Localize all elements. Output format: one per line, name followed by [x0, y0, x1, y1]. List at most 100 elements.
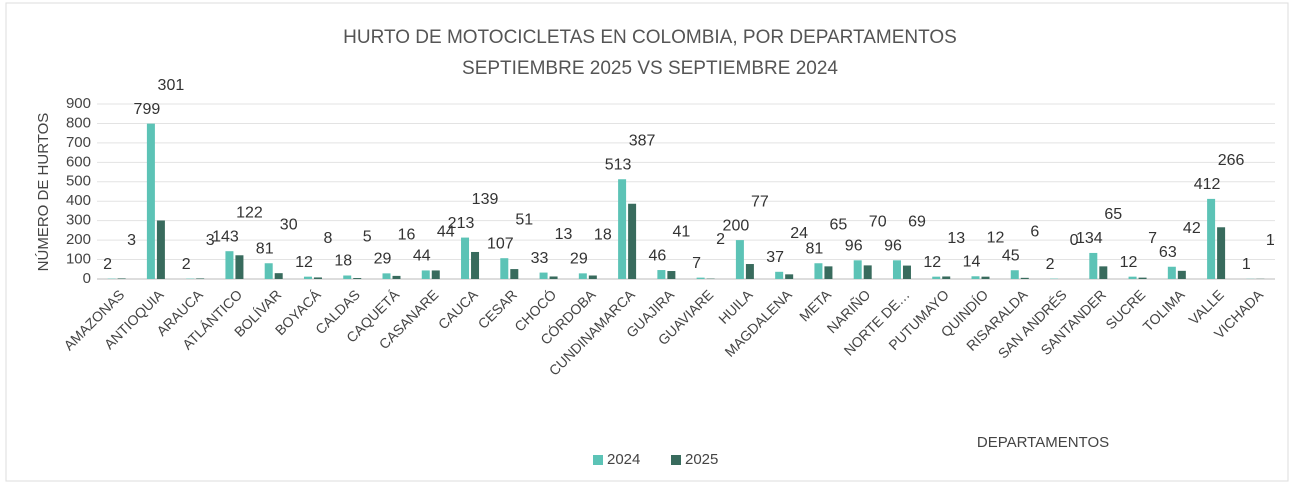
data-label: 18 [594, 227, 612, 244]
bar [1099, 266, 1108, 279]
data-label: 16 [398, 227, 416, 244]
data-label: 51 [515, 211, 533, 228]
data-label: 12 [295, 254, 313, 271]
bar [1089, 252, 1098, 279]
x-axis-label: DEPARTAMENTOS [977, 434, 1109, 451]
data-label: 65 [830, 216, 848, 233]
bar [971, 276, 980, 279]
data-label: 45 [1002, 247, 1020, 264]
data-label: 12 [923, 254, 941, 271]
data-label: 1 [1242, 256, 1251, 273]
bar [745, 264, 754, 279]
bar [392, 275, 401, 279]
y-tick-label: 600 [66, 153, 91, 170]
bar [942, 276, 951, 279]
data-label: 41 [672, 223, 690, 240]
bar [549, 276, 558, 279]
bar [196, 278, 205, 279]
bar [1128, 276, 1137, 279]
data-label: 213 [448, 215, 475, 232]
bar [1217, 227, 1226, 279]
data-label: 6 [1030, 223, 1039, 240]
data-label: 24 [790, 225, 808, 242]
bar [431, 270, 440, 279]
bar [628, 203, 637, 279]
data-label: 412 [1194, 176, 1221, 193]
data-label: 18 [334, 253, 352, 270]
y-tick-label: 100 [66, 251, 91, 268]
y-tick-label: 200 [66, 231, 91, 248]
legend-label: 2025 [685, 451, 718, 468]
bar [824, 266, 833, 279]
data-label: 37 [766, 249, 784, 266]
data-label: 134 [1076, 230, 1103, 247]
bar [471, 251, 480, 279]
data-label: 5 [363, 229, 372, 246]
data-label: 2 [1046, 256, 1055, 273]
data-label: 200 [723, 217, 750, 234]
data-label: 70 [869, 214, 887, 231]
data-label: 3 [127, 232, 136, 249]
bar [382, 273, 391, 279]
chart-subtitle: SEPTIEMBRE 2025 VS SEPTIEMBRE 2024 [462, 58, 838, 79]
bar [892, 260, 901, 279]
data-label: 2 [103, 256, 112, 273]
bar [274, 273, 283, 279]
data-label: 42 [1183, 220, 1201, 237]
data-label: 33 [531, 250, 549, 267]
chart-title: HURTO DE MOTOCICLETAS EN COLOMBIA, POR D… [343, 27, 957, 48]
y-tick-label: 500 [66, 173, 91, 190]
bar [1020, 277, 1029, 279]
data-label: 513 [605, 156, 632, 173]
data-label: 0 [1070, 232, 1079, 249]
bar [1177, 270, 1186, 279]
data-label: 143 [212, 228, 239, 245]
bar [902, 265, 911, 279]
data-label: 7 [692, 255, 701, 272]
legend-swatch [671, 455, 681, 465]
bar [313, 277, 322, 279]
y-tick-label: 900 [66, 95, 91, 112]
data-label: 65 [1104, 206, 1122, 223]
bar [735, 240, 744, 279]
data-label: 2 [182, 256, 191, 273]
bar [117, 278, 126, 279]
bar [303, 276, 312, 279]
bar [1138, 277, 1147, 279]
data-label: 29 [570, 251, 588, 268]
bar [853, 260, 862, 279]
y-tick-label: 400 [66, 192, 91, 209]
bar [981, 276, 990, 279]
bar [1010, 270, 1019, 279]
frame [5, 2, 1289, 482]
bar [657, 270, 666, 279]
bar [353, 278, 362, 279]
data-label: 3 [206, 232, 215, 249]
data-label: 12 [987, 229, 1005, 246]
data-label: 139 [472, 191, 499, 208]
y-tick-label: 300 [66, 212, 91, 229]
data-label: 799 [134, 101, 161, 118]
data-label: 387 [629, 132, 656, 149]
bar [578, 273, 587, 279]
y-tick-label: 0 [83, 270, 91, 287]
data-label: 266 [1218, 152, 1245, 169]
data-label: 14 [963, 253, 981, 270]
data-label: 107 [487, 235, 514, 252]
bar [814, 263, 823, 279]
data-label: 301 [158, 77, 185, 94]
y-axis-label: NÚMERO DE HURTOS [35, 113, 52, 272]
bar [235, 255, 244, 279]
bar [461, 237, 470, 279]
y-tick-label: 700 [66, 134, 91, 151]
data-label: 1 [1266, 232, 1275, 249]
data-label: 44 [413, 248, 431, 265]
bar [863, 265, 872, 279]
data-label: 44 [437, 224, 455, 241]
data-label: 2 [716, 231, 725, 248]
bar [510, 269, 519, 279]
bar [588, 275, 597, 279]
data-label: 29 [374, 251, 392, 268]
bar [343, 275, 352, 279]
